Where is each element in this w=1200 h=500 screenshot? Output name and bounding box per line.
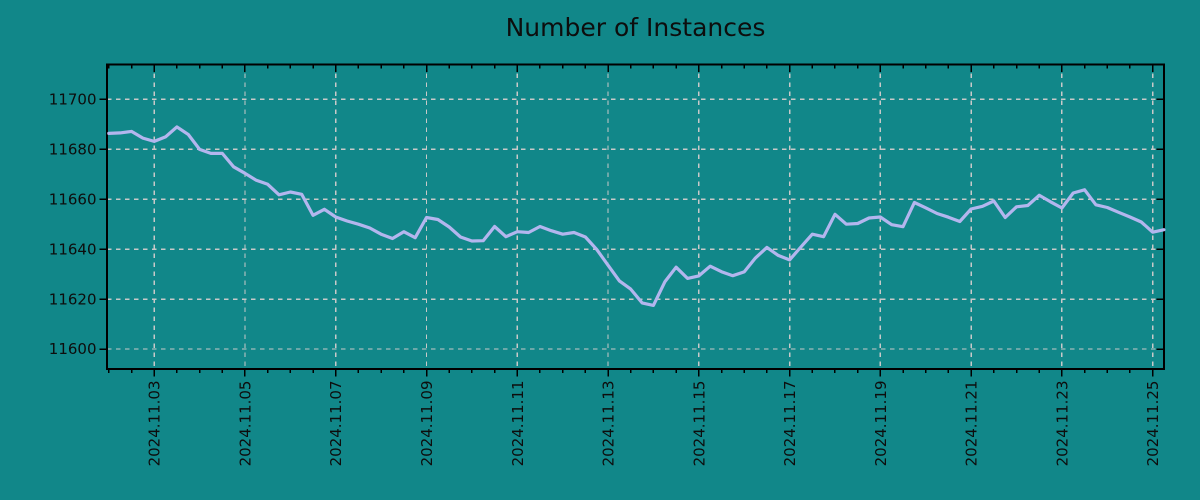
chart-title: Number of Instances — [505, 13, 766, 42]
x-tick-label: 2024.11.25 — [1144, 381, 1162, 467]
x-tick-label: 2024.11.17 — [781, 381, 799, 467]
x-tick-label: 2024.11.19 — [872, 381, 890, 467]
y-tick-label: 11600 — [49, 340, 97, 358]
x-tick-label: 2024.11.09 — [418, 381, 436, 467]
y-tick-label: 11640 — [49, 240, 97, 258]
gridlines — [107, 64, 1164, 369]
y-tick-label: 11700 — [49, 91, 97, 109]
x-tick-label: 2024.11.05 — [236, 381, 254, 467]
x-tick-label: 2024.11.11 — [509, 381, 527, 467]
series-line — [107, 125, 1166, 307]
y-tick-labels: 11600 11620 11640 11660 11680 11700 — [49, 91, 97, 359]
axis-ticks — [99, 64, 1164, 377]
x-tick-label: 2024.11.15 — [690, 381, 708, 467]
y-tick-label: 11680 — [49, 141, 97, 159]
x-tick-labels: 2024.11.03 2024.11.05 2024.11.07 2024.11.09… — [146, 380, 1162, 466]
y-tick-label: 11660 — [49, 190, 97, 208]
x-tick-label: 2024.11.23 — [1053, 381, 1071, 467]
x-tick-label: 2024.11.03 — [146, 381, 164, 467]
y-tick-label: 11620 — [49, 290, 97, 308]
plot-border — [106, 63, 1165, 370]
x-tick-label: 2024.11.21 — [963, 380, 981, 466]
x-tick-label: 2024.11.07 — [327, 381, 345, 467]
x-tick-label: 2024.11.13 — [600, 381, 618, 467]
